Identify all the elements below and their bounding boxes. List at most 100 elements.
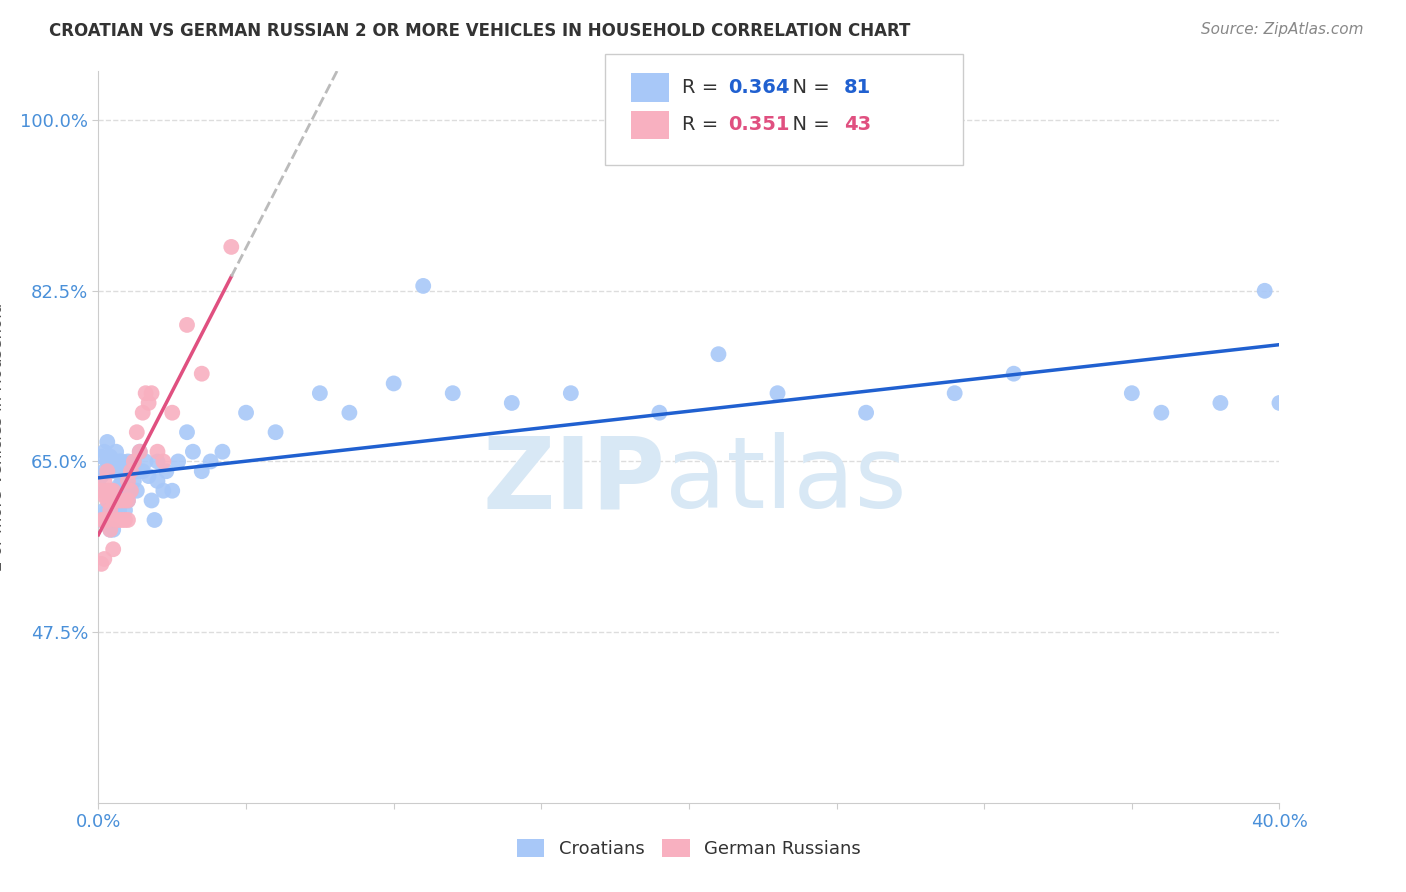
- Point: [108, 499, 131, 513]
- Point: [117, 493, 139, 508]
- Point: [103, 454, 125, 468]
- Point: [108, 503, 131, 517]
- Point: [103, 493, 125, 508]
- Point: [114, 493, 136, 508]
- Point: [103, 464, 125, 478]
- Point: [1254, 284, 1277, 298]
- Point: [96, 483, 118, 498]
- Point: [108, 479, 131, 493]
- Point: [221, 240, 243, 254]
- Text: 0.351: 0.351: [728, 115, 790, 135]
- Point: [200, 454, 222, 468]
- Point: [122, 454, 145, 468]
- Text: 0.364: 0.364: [728, 78, 790, 97]
- Point: [96, 483, 118, 498]
- Point: [707, 347, 730, 361]
- Point: [111, 513, 134, 527]
- Text: CROATIAN VS GERMAN RUSSIAN 2 OR MORE VEHICLES IN HOUSEHOLD CORRELATION CHART: CROATIAN VS GERMAN RUSSIAN 2 OR MORE VEH…: [49, 22, 911, 40]
- Point: [122, 454, 145, 468]
- Point: [162, 483, 183, 498]
- Point: [96, 434, 118, 449]
- Text: N =: N =: [780, 115, 837, 135]
- Text: Source: ZipAtlas.com: Source: ZipAtlas.com: [1201, 22, 1364, 37]
- Point: [111, 489, 134, 503]
- Point: [128, 444, 150, 458]
- Point: [98, 523, 121, 537]
- Point: [108, 493, 131, 508]
- Point: [191, 367, 214, 381]
- Point: [103, 483, 125, 498]
- Point: [1150, 406, 1173, 420]
- Point: [117, 513, 139, 527]
- Point: [90, 450, 112, 464]
- Point: [93, 513, 115, 527]
- Text: atlas: atlas: [665, 433, 907, 530]
- Point: [138, 396, 160, 410]
- Point: [114, 513, 136, 527]
- Point: [96, 493, 118, 508]
- Point: [146, 454, 169, 468]
- Point: [132, 406, 155, 420]
- Point: [98, 523, 121, 537]
- Point: [111, 454, 134, 468]
- Point: [111, 493, 134, 508]
- Point: [1121, 386, 1143, 401]
- Point: [90, 469, 112, 483]
- Point: [90, 513, 112, 527]
- Point: [648, 406, 671, 420]
- Point: [105, 513, 128, 527]
- Point: [98, 489, 121, 503]
- Point: [125, 483, 148, 498]
- Point: [855, 406, 877, 420]
- Point: [90, 557, 112, 571]
- Point: [90, 483, 112, 498]
- Point: [93, 552, 115, 566]
- Point: [120, 483, 142, 498]
- Point: [105, 503, 128, 517]
- Point: [141, 386, 163, 401]
- Point: [146, 444, 169, 458]
- Point: [105, 483, 128, 498]
- Point: [96, 503, 118, 517]
- Point: [103, 493, 125, 508]
- Point: [114, 483, 136, 498]
- Point: [120, 464, 142, 478]
- Point: [111, 474, 134, 488]
- Point: [135, 454, 157, 468]
- Point: [128, 444, 150, 458]
- Point: [98, 493, 121, 508]
- Point: [114, 464, 136, 478]
- Point: [141, 493, 163, 508]
- Point: [412, 279, 434, 293]
- Point: [943, 386, 966, 401]
- Point: [132, 464, 155, 478]
- Point: [98, 464, 121, 478]
- Point: [235, 406, 257, 420]
- Text: 81: 81: [844, 78, 870, 97]
- Point: [152, 483, 174, 498]
- Point: [122, 474, 145, 488]
- Point: [155, 464, 177, 478]
- Point: [93, 444, 115, 458]
- Point: [93, 489, 115, 503]
- Point: [105, 464, 128, 478]
- Point: [120, 464, 142, 478]
- Point: [264, 425, 287, 440]
- Text: ZIP: ZIP: [482, 433, 665, 530]
- Point: [176, 318, 198, 332]
- Point: [108, 454, 131, 468]
- Point: [96, 513, 118, 527]
- Point: [117, 493, 139, 508]
- Point: [143, 513, 166, 527]
- Point: [93, 464, 115, 478]
- Point: [441, 386, 464, 401]
- Point: [98, 503, 121, 517]
- Text: R =: R =: [682, 115, 724, 135]
- Point: [135, 386, 157, 401]
- Point: [108, 513, 131, 527]
- Point: [117, 474, 139, 488]
- Point: [382, 376, 405, 391]
- Point: [103, 483, 125, 498]
- Point: [117, 474, 139, 488]
- Point: [1002, 367, 1025, 381]
